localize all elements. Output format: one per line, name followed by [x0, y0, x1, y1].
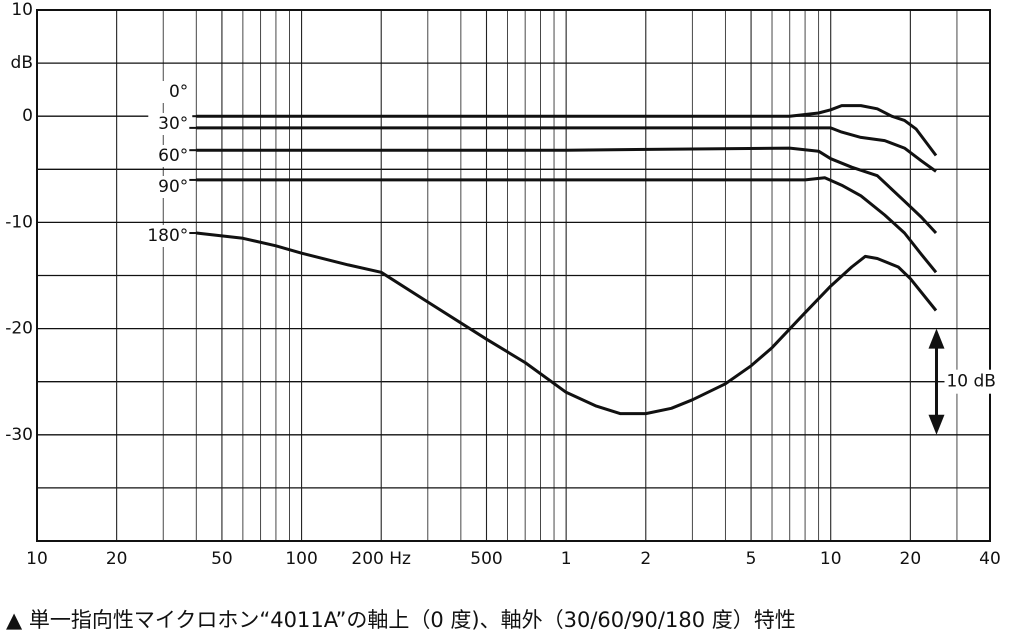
legend-label-bg — [148, 176, 193, 198]
legend-label-bg — [148, 145, 193, 167]
legend-label: 180° — [147, 226, 188, 246]
x-tick-label: 500 — [470, 549, 502, 569]
arrow-head — [928, 328, 945, 349]
arrow-head — [928, 414, 945, 435]
x-tick-label: 40 — [979, 549, 1001, 569]
x-tick-label: 1 — [561, 549, 572, 569]
legend-label: 90° — [158, 177, 188, 197]
legend-label-bg — [148, 225, 193, 247]
x-tick-label: 200 Hz — [351, 549, 411, 569]
series-line — [196, 176, 938, 274]
x-tick-label: 10 — [26, 549, 48, 569]
annotation-label: 10 dB — [946, 372, 996, 392]
x-tick-label: 5 — [746, 549, 757, 569]
y-tick-label: 0 — [22, 106, 33, 126]
series-line — [196, 231, 938, 416]
chart: 10 20 50 100 200 Hz 500 1 2 5 10 20 40 10 dB 0 -10 -20 -3… — [5, 0, 1001, 569]
y-tick-label: dB — [11, 53, 33, 73]
x-tick-label: 20 — [106, 549, 128, 569]
y-tick-label: 10 — [11, 0, 33, 20]
series-line — [196, 126, 937, 173]
plot-frame — [36, 9, 991, 542]
x-tick-label: 10 — [820, 549, 842, 569]
caption: ▲ 単一指向性マイクロホン“4011A”の軸上（0 度)、軸外（30/60/90… — [6, 608, 796, 632]
x-tick-label: 100 — [285, 549, 317, 569]
y-tick-label: -10 — [5, 212, 33, 232]
x-tick-label: 20 — [900, 549, 922, 569]
y-tick-label: -30 — [5, 425, 33, 445]
legend-label-bg — [148, 81, 193, 103]
legend-label: 30° — [158, 114, 188, 134]
page: {"chart_data": {"type": "line", "log_x":… — [5, 0, 1001, 632]
x-tick-label: 2 — [640, 549, 651, 569]
x-tick-label: 50 — [211, 549, 233, 569]
legend-label: 60° — [158, 146, 188, 166]
series-line — [196, 146, 938, 235]
annotation-bg — [944, 369, 997, 394]
y-tick-label: -20 — [5, 319, 33, 339]
legend-label-bg — [148, 113, 193, 135]
legend-label: 0° — [169, 82, 188, 102]
series-line — [196, 104, 938, 157]
